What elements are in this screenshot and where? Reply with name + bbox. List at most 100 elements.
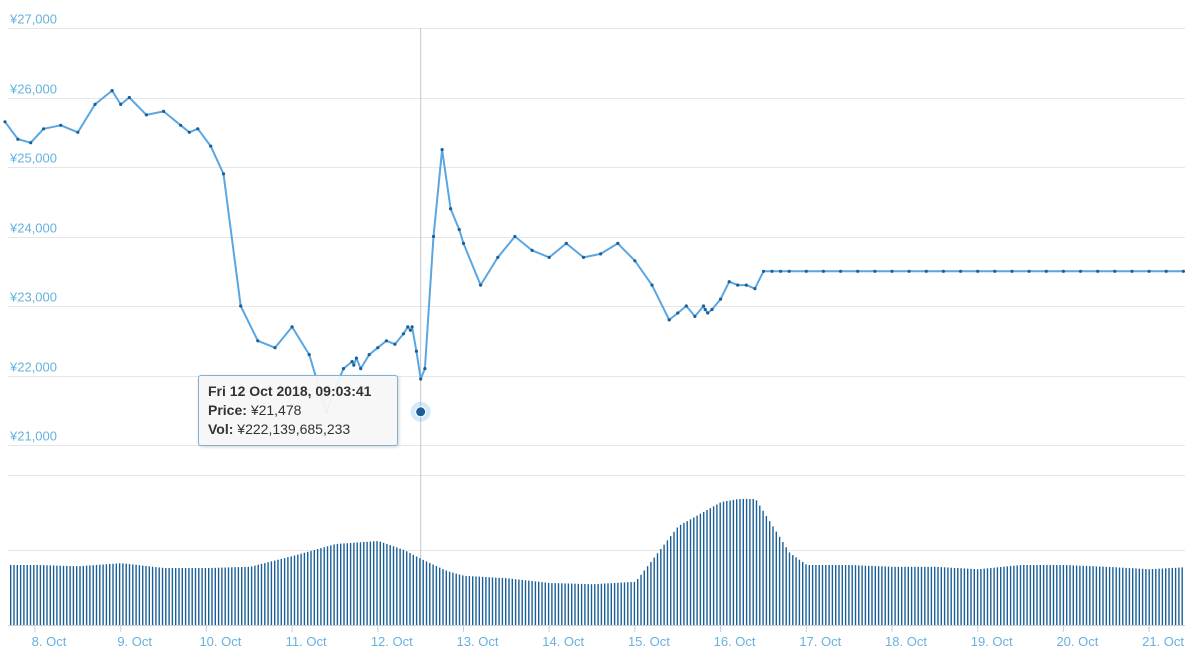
price-point [290,325,294,329]
volume-bar [1039,565,1041,625]
volume-bar [769,521,771,625]
price-point [127,95,131,100]
volume-bar [891,566,893,625]
volume-bar [142,565,144,625]
volume-bar [676,527,678,625]
volume-bar [600,583,603,625]
volume-bar [884,566,886,625]
volume-bar [957,568,959,625]
price-point [461,241,466,245]
volume-bar [861,565,863,625]
volume-bar [587,584,589,625]
volume-bar [953,567,956,625]
volume-bar [1168,568,1170,625]
tooltip-date: Fri 12 Oct 2018, 09:03:41 [208,383,372,399]
volume-bar [392,546,395,625]
volume-bar [993,567,995,625]
volume-bar [844,565,847,625]
volume-bar [1066,565,1068,625]
volume-bar [1155,568,1157,625]
price-point [423,367,427,371]
volume-bar [1013,565,1015,625]
price-point [993,269,997,273]
x-tick-label-13: 21. Oct [1142,634,1184,649]
volume-bar [917,566,919,625]
volume-bar [983,568,985,625]
price-point [924,269,928,273]
volume-bar [300,553,302,625]
volume-bar [1115,567,1117,625]
volume-bar [1006,566,1008,625]
volume-bar [1036,565,1038,625]
volume-bar [382,542,385,625]
volume-bar [782,542,784,625]
x-tick-label-12: 20. Oct [1056,634,1098,649]
volume-bar [914,566,916,625]
price-point [431,234,436,239]
volume-bar [712,506,715,625]
volume-bar [772,526,774,625]
volume-bar [128,564,131,625]
volume-bar [340,543,342,625]
volume-bar [854,565,857,625]
volume-bar [1148,569,1150,625]
volume-bar [118,563,121,625]
volume-bar [125,563,127,625]
price-point [1078,269,1083,273]
price-line [4,89,1184,413]
volume-bar [287,557,289,625]
volume-bar [1174,567,1177,625]
volume-bar [858,565,860,625]
price-point [354,356,358,360]
volume-bar [726,501,728,625]
volume-bar [643,570,645,625]
price-point [1010,269,1014,273]
price-point [599,252,603,256]
volume-bar [617,582,619,625]
tooltip-price-label: Price: [208,402,247,418]
volume-bar [76,566,78,625]
volume-bar [211,567,213,625]
volume-bar [168,568,170,625]
x-axis-tick-labels: 8. Oct 9. Oct 10. Oct 11. Oct 12. Oct 13. Oct… [32,626,1184,649]
volume-bar [1141,568,1144,625]
volume-bar [1016,565,1018,625]
price-point [719,297,723,301]
volume-bar [472,576,474,625]
volume-bar [280,558,282,625]
volume-bar [613,583,616,625]
volume-bar [1132,568,1134,625]
price-point [406,325,410,329]
volume-bar [564,583,566,625]
volume-bar [538,581,540,625]
volume-bar [109,564,111,625]
price-point [410,325,414,329]
volume-bar [1075,565,1078,625]
volume-bar [1095,566,1098,625]
volume-bar [475,576,477,625]
price-point [3,120,7,124]
volume-bar [132,564,134,625]
volume-bar [742,499,744,625]
volume-bar [759,505,761,625]
price-point [209,144,213,148]
price-point [1044,269,1048,273]
volume-bar [547,582,550,625]
price-point [1130,269,1134,273]
volume-bar [1181,567,1183,625]
volume-bar [927,566,929,625]
grid-lines [8,28,1185,551]
volume-bar [788,552,791,625]
volume-bar [554,583,556,625]
tooltip-vol-row: Vol: ¥222,139,685,233 [208,420,389,439]
volume-bar [752,499,754,625]
volume-bar [184,568,187,625]
price-point [890,269,894,273]
volume-bar [158,567,160,625]
y-tick-label-6: ¥27,000 [9,12,57,27]
volume-bar [409,553,411,625]
volume-bar [79,566,81,625]
volume-bar [887,566,890,625]
volume-bar [1161,568,1164,625]
volume-bar [1029,565,1032,625]
